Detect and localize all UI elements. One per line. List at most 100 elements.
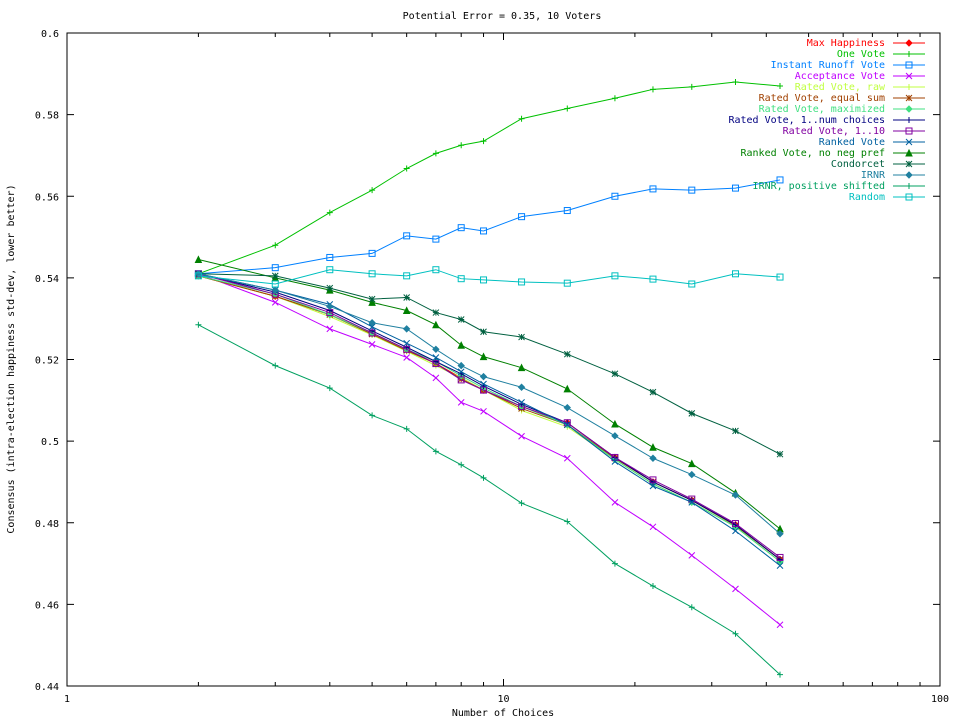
- marker-shape: [518, 333, 525, 341]
- legend-marker: [905, 61, 913, 69]
- data-point: [611, 453, 619, 461]
- data-point: [480, 276, 488, 284]
- marker-shape: [731, 270, 739, 278]
- marker-shape: [906, 117, 912, 123]
- series-line: [198, 273, 781, 626]
- marker-shape: [731, 520, 739, 528]
- marker-shape: [518, 432, 525, 440]
- data-point: [688, 498, 696, 506]
- marker-shape: [457, 316, 465, 323]
- legend-marker: [905, 72, 913, 80]
- legend-label: Rated Vote, equal sum: [759, 93, 885, 104]
- y-tick-label: 0.56: [35, 192, 59, 203]
- marker-shape: [731, 184, 739, 192]
- series-line: [198, 273, 781, 558]
- data-point: [403, 354, 411, 361]
- data-point: [457, 368, 465, 376]
- marker-shape: [906, 84, 912, 90]
- legend-marker: [905, 105, 913, 113]
- series-condorcet: [195, 270, 784, 458]
- data-point: [649, 523, 657, 531]
- data-point: [564, 105, 571, 112]
- data-point: [326, 209, 333, 216]
- data-point: [563, 403, 571, 412]
- marker-shape: [480, 276, 488, 284]
- x-axis-label: Number of Choices: [452, 708, 554, 719]
- series-line: [198, 275, 781, 562]
- data-point: [563, 454, 571, 462]
- data-point: [731, 270, 739, 278]
- marker-shape: [403, 425, 410, 432]
- series-line: [198, 275, 781, 560]
- marker-shape: [403, 272, 411, 280]
- marker-shape: [368, 341, 376, 348]
- marker-shape: [563, 454, 571, 462]
- data-point: [403, 339, 411, 347]
- data-point: [777, 556, 784, 563]
- marker-shape: [688, 498, 696, 506]
- marker-shape: [649, 583, 656, 590]
- marker-shape: [271, 264, 279, 272]
- x-tick-label: 100: [931, 694, 949, 705]
- data-point: [457, 361, 465, 370]
- marker-shape: [611, 458, 619, 465]
- legend-label: Acceptance Vote: [795, 71, 885, 82]
- marker-shape: [326, 284, 334, 292]
- data-point: [731, 184, 739, 192]
- data-point: [649, 86, 656, 93]
- marker-shape: [518, 500, 525, 507]
- marker-shape: [403, 165, 410, 172]
- data-point: [564, 518, 571, 525]
- marker-shape: [687, 459, 696, 468]
- data-point: [403, 294, 411, 301]
- legend-marker: [905, 171, 913, 179]
- marker-shape: [326, 385, 333, 392]
- data-point: [195, 321, 202, 328]
- data-point: [688, 470, 696, 479]
- data-point: [480, 227, 488, 235]
- data-point: [649, 275, 657, 283]
- marker-shape: [611, 370, 619, 378]
- marker-shape: [432, 448, 439, 455]
- data-point: [368, 249, 376, 257]
- marker-shape: [403, 339, 411, 347]
- data-point: [457, 398, 465, 406]
- data-point: [517, 363, 526, 372]
- marker-shape: [611, 192, 619, 200]
- data-point: [432, 150, 439, 157]
- series-irnr: [194, 270, 784, 538]
- data-point: [458, 461, 465, 468]
- marker-shape: [732, 78, 739, 85]
- marker-shape: [432, 150, 439, 157]
- marker-shape: [403, 345, 411, 353]
- legend-label: Rated Vote, raw: [795, 82, 886, 93]
- marker-shape: [688, 280, 696, 288]
- data-point: [402, 306, 411, 315]
- series-acceptance-vote: [195, 270, 784, 629]
- data-point: [687, 459, 696, 468]
- data-point: [611, 419, 619, 428]
- legend-label: Max Happiness: [807, 38, 885, 49]
- series-rated-vote-1-num-choices: [195, 270, 784, 563]
- data-point: [517, 383, 526, 391]
- data-point: [731, 491, 740, 499]
- marker-shape: [368, 270, 376, 278]
- data-point: [732, 585, 739, 593]
- marker-shape: [518, 213, 526, 221]
- marker-shape: [649, 476, 657, 484]
- marker-shape: [905, 61, 913, 69]
- legend-label: Condorcet: [831, 159, 885, 170]
- marker-shape: [732, 630, 739, 637]
- marker-shape: [563, 419, 571, 427]
- marker-shape: [688, 410, 696, 417]
- marker-shape: [457, 224, 465, 232]
- legend-label: Random: [849, 192, 885, 203]
- marker-shape: [458, 142, 465, 149]
- marker-shape: [649, 454, 657, 462]
- marker-shape: [480, 386, 488, 394]
- data-point: [611, 498, 619, 506]
- data-point: [732, 527, 739, 535]
- marker-shape: [194, 272, 202, 280]
- marker-shape: [518, 278, 526, 286]
- y-tick-label: 0.46: [35, 600, 59, 611]
